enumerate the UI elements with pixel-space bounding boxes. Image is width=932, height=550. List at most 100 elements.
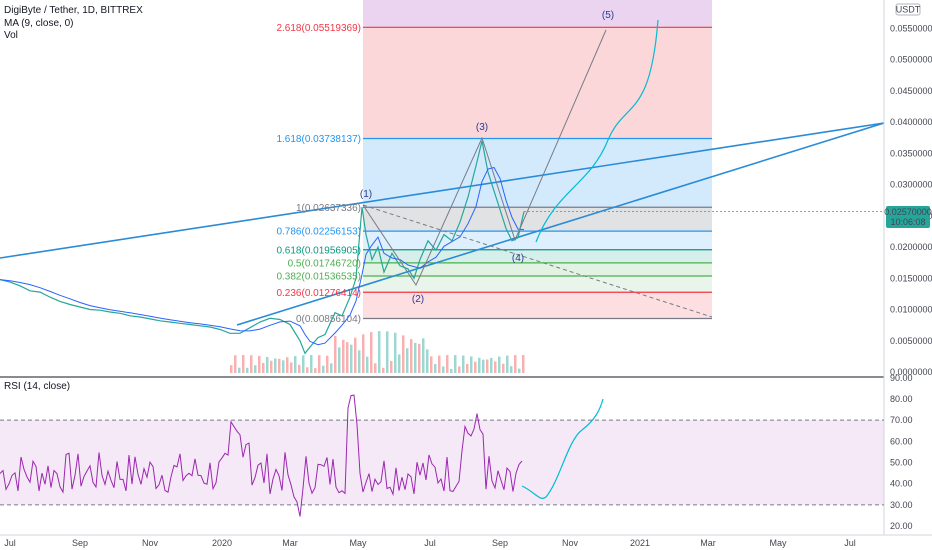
volume-bar — [378, 331, 381, 373]
volume-bar — [250, 355, 253, 373]
time-axis-tick: 2020 — [212, 538, 232, 548]
fib-zone — [363, 27, 712, 139]
volume-bar — [522, 355, 525, 373]
volume-bar — [498, 356, 501, 373]
volume-bar — [338, 347, 341, 373]
wave-label: (5) — [602, 10, 614, 21]
rsi-projection-curve — [521, 398, 604, 499]
volume-bar — [418, 343, 421, 373]
rsi-axis-tick: 50.00 — [890, 458, 913, 468]
currency-tag[interactable] — [895, 3, 921, 16]
fib-zone — [363, 262, 712, 277]
volume-bar — [402, 335, 405, 373]
volume-bar — [302, 355, 305, 373]
volume-bar — [430, 356, 433, 373]
volume-bar — [326, 355, 329, 373]
volume-bar — [238, 367, 241, 373]
ma-legend: MA (9, close, 0) — [4, 18, 73, 29]
time-axis-tick: Jul — [4, 538, 16, 548]
price-series — [0, 140, 525, 355]
rsi-series — [0, 394, 523, 517]
volume-bar — [370, 332, 373, 373]
volume-bar — [266, 356, 269, 373]
volume-bar — [258, 355, 261, 373]
volume-bar — [334, 335, 337, 373]
fib-level-label: 0.236(0.01276414) — [276, 288, 361, 299]
volume-bar — [462, 355, 465, 373]
fib-zone-top — [363, 0, 712, 28]
volume-bar — [318, 355, 321, 373]
time-axis-tick: Nov — [562, 538, 579, 548]
volume-bar — [350, 344, 353, 373]
fib-zone — [363, 292, 712, 319]
price-projection-curve — [535, 19, 659, 243]
volume-bar — [390, 360, 393, 373]
volume-bar — [438, 355, 441, 373]
fib-level-label: 0.382(0.01536535) — [276, 272, 361, 283]
volume-bar — [322, 365, 325, 373]
volume-bar — [454, 355, 457, 373]
dashed-retracement-line — [362, 204, 713, 318]
rsi-legend: RSI (14, close) — [4, 381, 70, 392]
elliott-wave-path — [362, 29, 607, 287]
fib-level-label: 2.618(0.05519369) — [276, 23, 361, 34]
volume-bar — [434, 364, 437, 373]
rsi-axis-tick: 70.00 — [890, 415, 913, 425]
volume-bar — [426, 349, 429, 373]
volume-legend: Vol — [4, 30, 18, 41]
time-axis-tick: Jul — [424, 538, 436, 548]
volume-bar — [398, 354, 401, 373]
volume-bar — [298, 364, 301, 373]
wave-label: (3) — [476, 122, 488, 133]
volume-bar — [458, 366, 461, 373]
volume-bar — [310, 355, 313, 373]
volume-bar — [466, 363, 469, 373]
volume-bar — [330, 363, 333, 373]
fib-level-label: 0(0.00856104) — [296, 314, 361, 325]
volume-bar — [270, 360, 273, 373]
volume-bar — [514, 355, 517, 373]
volume-bar — [262, 362, 265, 373]
volume-bar — [446, 355, 449, 373]
volume-bar — [314, 368, 317, 373]
volume-bar — [346, 342, 349, 373]
volume-bar — [282, 360, 285, 373]
ma-series — [0, 166, 525, 346]
volume-bar — [278, 358, 281, 373]
fib-zone — [363, 231, 712, 250]
fib-level-label: 1(0.02637336) — [296, 203, 361, 214]
volume-bar — [510, 366, 513, 373]
time-axis-tick: May — [769, 538, 787, 548]
volume-bar — [414, 342, 417, 373]
fib-level-label: 0.5(0.01746720) — [288, 258, 361, 269]
time-axis-tick: Jul — [844, 538, 856, 548]
volume-bar — [406, 348, 409, 373]
fib-level-label: 1.618(0.03738137) — [276, 134, 361, 145]
time-axis-tick: 2021 — [630, 538, 650, 548]
volume-bar — [502, 363, 505, 373]
rsi-axis-tick: 40.00 — [890, 479, 913, 489]
volume-bar — [482, 359, 485, 373]
volume-bar — [254, 365, 257, 373]
upper-trendline — [0, 122, 885, 259]
volume-bar — [374, 363, 377, 373]
volume-bar — [342, 339, 345, 373]
wave-label: (4) — [512, 253, 524, 264]
volume-bar — [410, 339, 413, 373]
wave-label: (2) — [412, 294, 424, 305]
volume-bar — [450, 368, 453, 373]
time-axis-tick: Mar — [282, 538, 298, 548]
time-axis-tick: Sep — [72, 538, 88, 548]
rsi-axis-tick: 20.00 — [890, 521, 913, 531]
fib-level-label: 0.618(0.01956905) — [276, 245, 361, 256]
volume-bar — [358, 350, 361, 373]
